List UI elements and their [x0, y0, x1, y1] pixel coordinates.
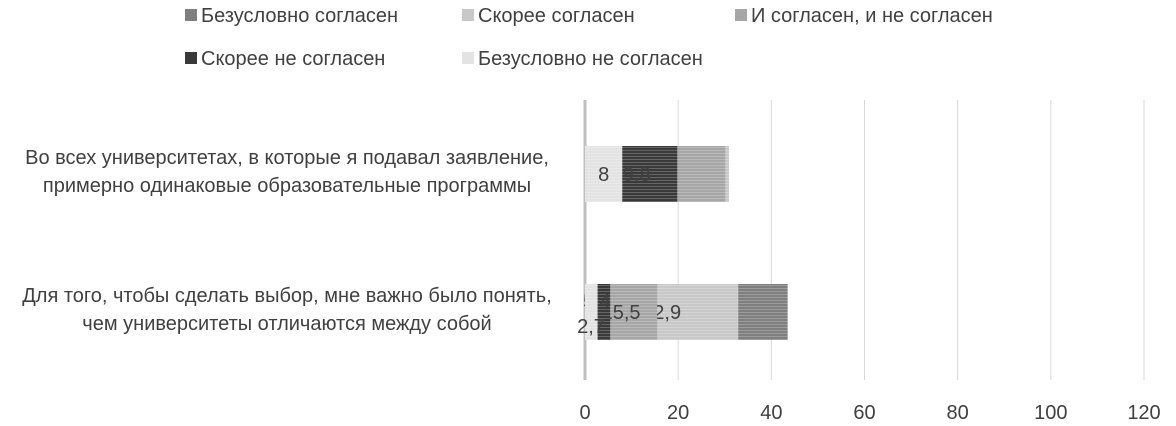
- x-tick-label: 40: [760, 402, 782, 424]
- data-label: 15,5: [602, 302, 641, 324]
- legend-swatch: [462, 9, 474, 21]
- legend: Безусловно согласен Скорее согласен И согл…: [185, 5, 993, 70]
- legend-label: Безусловно согласен: [201, 5, 398, 27]
- category-labels: Во всех университетах, в которые я подав…: [22, 147, 552, 335]
- data-label: 2,7: [577, 316, 605, 338]
- x-tick-label: 60: [853, 402, 875, 424]
- x-tick-label: 80: [947, 402, 969, 424]
- legend-swatch: [185, 9, 197, 21]
- legend-swatch: [462, 52, 474, 64]
- legend-swatch: [735, 9, 747, 21]
- bar-segment-texture: [585, 284, 598, 340]
- bar-segment-texture: [585, 146, 623, 202]
- x-tick-label: 120: [1127, 402, 1160, 424]
- x-tick-label: 100: [1034, 402, 1067, 424]
- category-label: Для того, чтобы сделать выбор, мне важно…: [22, 285, 552, 307]
- legend-label: Скорее не согласен: [201, 48, 385, 70]
- data-label: 8: [598, 164, 609, 186]
- x-tick-label: 20: [667, 402, 689, 424]
- legend-label: Безусловно не согласен: [478, 48, 703, 70]
- x-tick-label: 0: [579, 402, 590, 424]
- bars: 11,130,930,119,8843,532,915,55,42,7: [577, 146, 788, 340]
- legend-label: Скорее согласен: [478, 5, 635, 27]
- category-label: Во всех университетах, в которые я подав…: [25, 147, 549, 169]
- category-label: примерно одинаковые образовательные прог…: [43, 175, 531, 197]
- category-label: чем университеты отличаются между собой: [82, 313, 491, 335]
- legend-swatch: [185, 52, 197, 64]
- legend-label: И согласен, и не согласен: [751, 5, 993, 27]
